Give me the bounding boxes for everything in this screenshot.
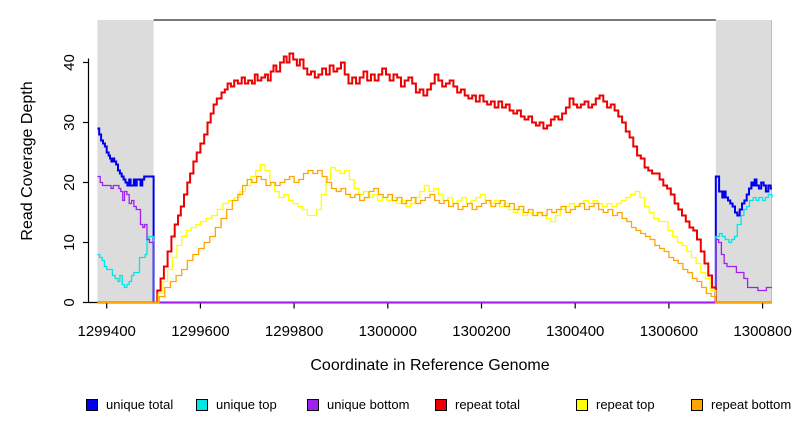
y-tick-label: 30 xyxy=(61,114,78,131)
legend-item-unique-bottom: unique bottom xyxy=(307,397,409,412)
series-line-repeat-total xyxy=(97,52,772,304)
legend-swatch-icon xyxy=(196,398,208,411)
x-tick-label: 1300400 xyxy=(546,323,604,340)
x-axis-title: Coordinate in Reference Genome xyxy=(310,357,550,374)
y-tick-label: 10 xyxy=(61,234,78,251)
legend-label: unique top xyxy=(216,397,277,412)
shaded-region-right xyxy=(715,20,772,303)
legend-swatch-icon xyxy=(691,398,703,411)
x-tick-label: 1300200 xyxy=(452,323,510,340)
x-tick-label: 1300800 xyxy=(733,323,791,340)
legend-label: unique bottom xyxy=(327,397,410,412)
legend-swatch-icon xyxy=(576,398,588,411)
legend-label: repeat top xyxy=(596,397,655,412)
legend-swatch-icon xyxy=(307,398,319,411)
series-line-unique-bottom xyxy=(97,175,772,304)
legend-item-repeat-total: repeat total xyxy=(435,397,520,412)
legend-item-unique-top: unique top xyxy=(196,397,277,412)
y-tick-label: 0 xyxy=(61,298,78,306)
legend-label: repeat total xyxy=(455,397,521,412)
legend-item-repeat-top: repeat top xyxy=(576,397,655,412)
x-tick-label: 1300600 xyxy=(640,323,698,340)
y-axis-title: Read Coverage Depth xyxy=(19,81,36,241)
series-line-repeat-bottom xyxy=(97,169,772,304)
shaded-region-left xyxy=(97,20,154,303)
series-line-unique-total xyxy=(97,127,772,304)
series-line-repeat-top xyxy=(97,163,772,304)
plot-area: 1299400 1299600 1299800 1300000 1300200 13004… xyxy=(61,19,792,340)
legend-swatch-icon xyxy=(86,398,98,411)
legend-label: repeat bottom xyxy=(711,397,792,412)
x-tick-label: 1299400 xyxy=(77,323,135,340)
legend-item-unique-total: unique total xyxy=(86,397,173,412)
legend-item-repeat-bottom: repeat bottom xyxy=(691,397,791,412)
x-tick-label: 1299600 xyxy=(171,323,229,340)
y-tick-label: 40 xyxy=(61,54,78,71)
legend-label: unique total xyxy=(106,397,174,412)
series-line-unique-top xyxy=(97,193,773,304)
x-tick-label: 1299800 xyxy=(265,323,323,340)
y-tick-label: 20 xyxy=(61,174,78,191)
x-tick-label: 1300000 xyxy=(359,323,417,340)
legend-swatch-icon xyxy=(435,398,447,411)
